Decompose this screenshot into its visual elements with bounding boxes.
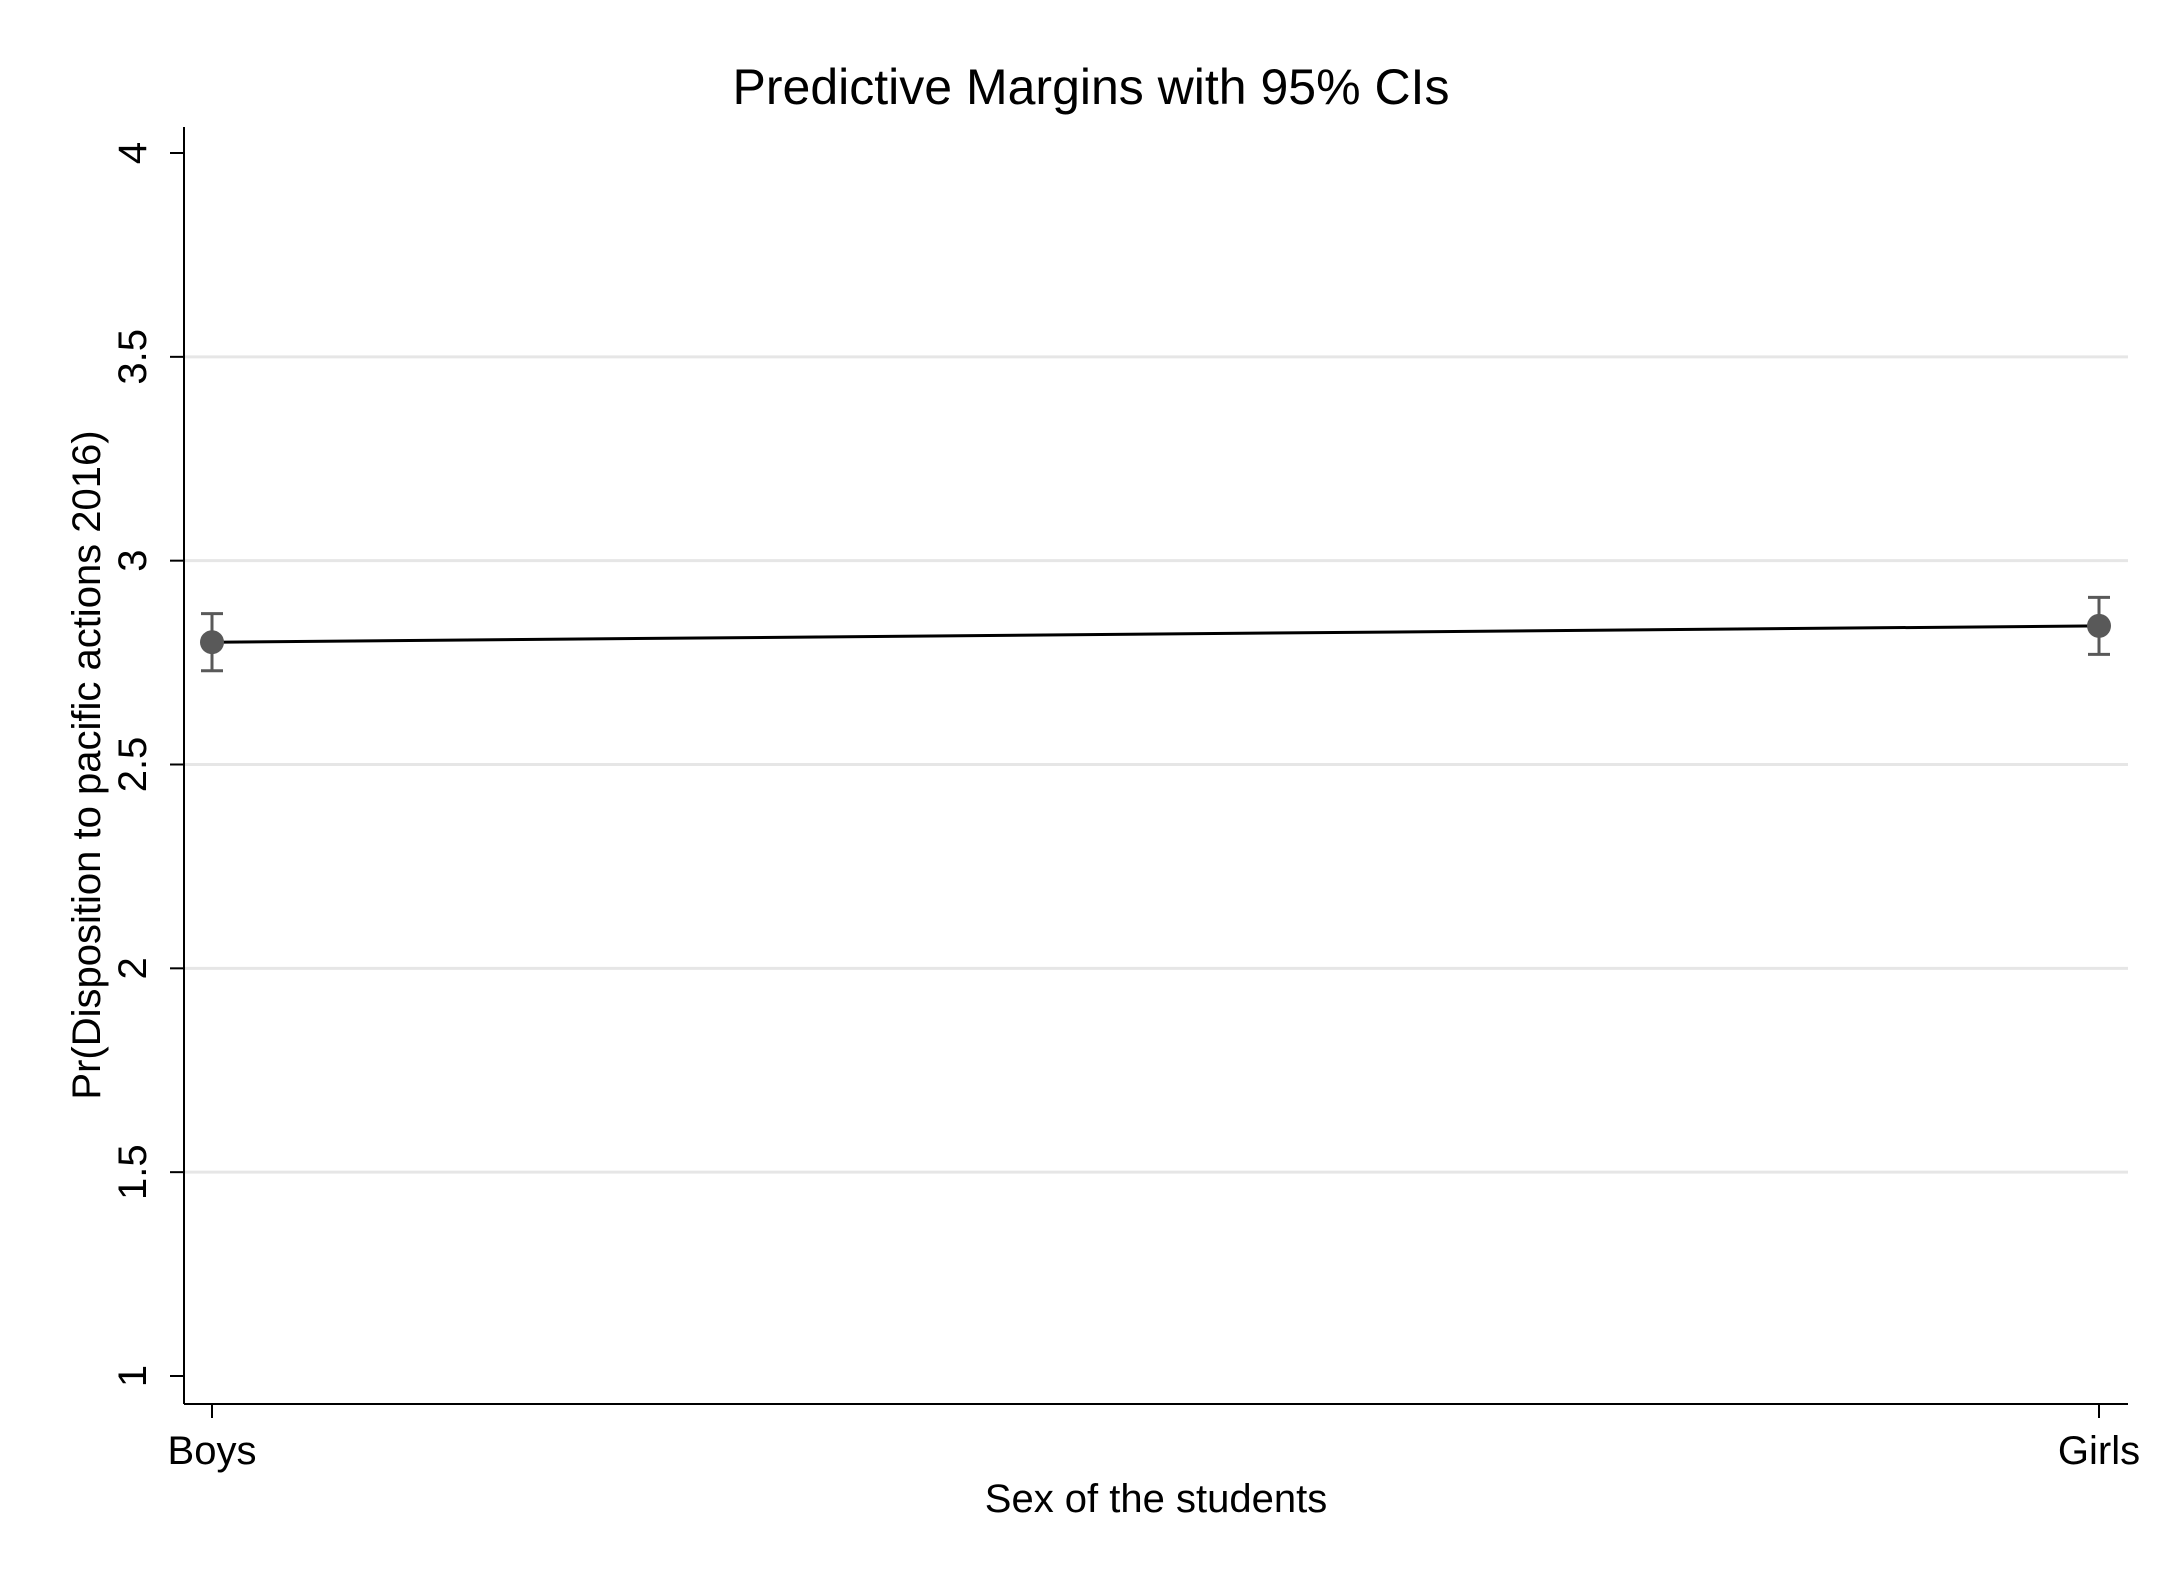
y-tick-label: 2.5: [111, 737, 155, 793]
y-tick-label: 3.5: [111, 329, 155, 385]
y-tick-label: 2: [111, 957, 155, 979]
y-tick-label: 1.5: [111, 1144, 155, 1200]
y-axis-ticks: 1 1.5 2 2.5 3 3.5 4: [111, 142, 184, 1387]
x-tick-label: Girls: [2058, 1429, 2140, 1473]
y-tick-label: 4: [111, 142, 155, 164]
y-axis-label: Pr(Disposition to pacific actions 2016): [65, 430, 109, 1099]
chart-title: Predictive Margins with 95% CIs: [733, 59, 1450, 115]
series-line: [211, 624, 2100, 644]
series-layer: [200, 595, 2111, 673]
y-tick-label: 3: [111, 550, 155, 572]
y-tick-label: 1: [111, 1365, 155, 1387]
x-axis-ticks: Boys Girls: [168, 1404, 2140, 1473]
gridlines: [184, 355, 2128, 1174]
data-point: [2087, 613, 2111, 638]
x-axis-label: Sex of the students: [985, 1477, 1327, 1521]
x-tick-label: Boys: [168, 1429, 257, 1473]
data-point: [200, 630, 224, 655]
